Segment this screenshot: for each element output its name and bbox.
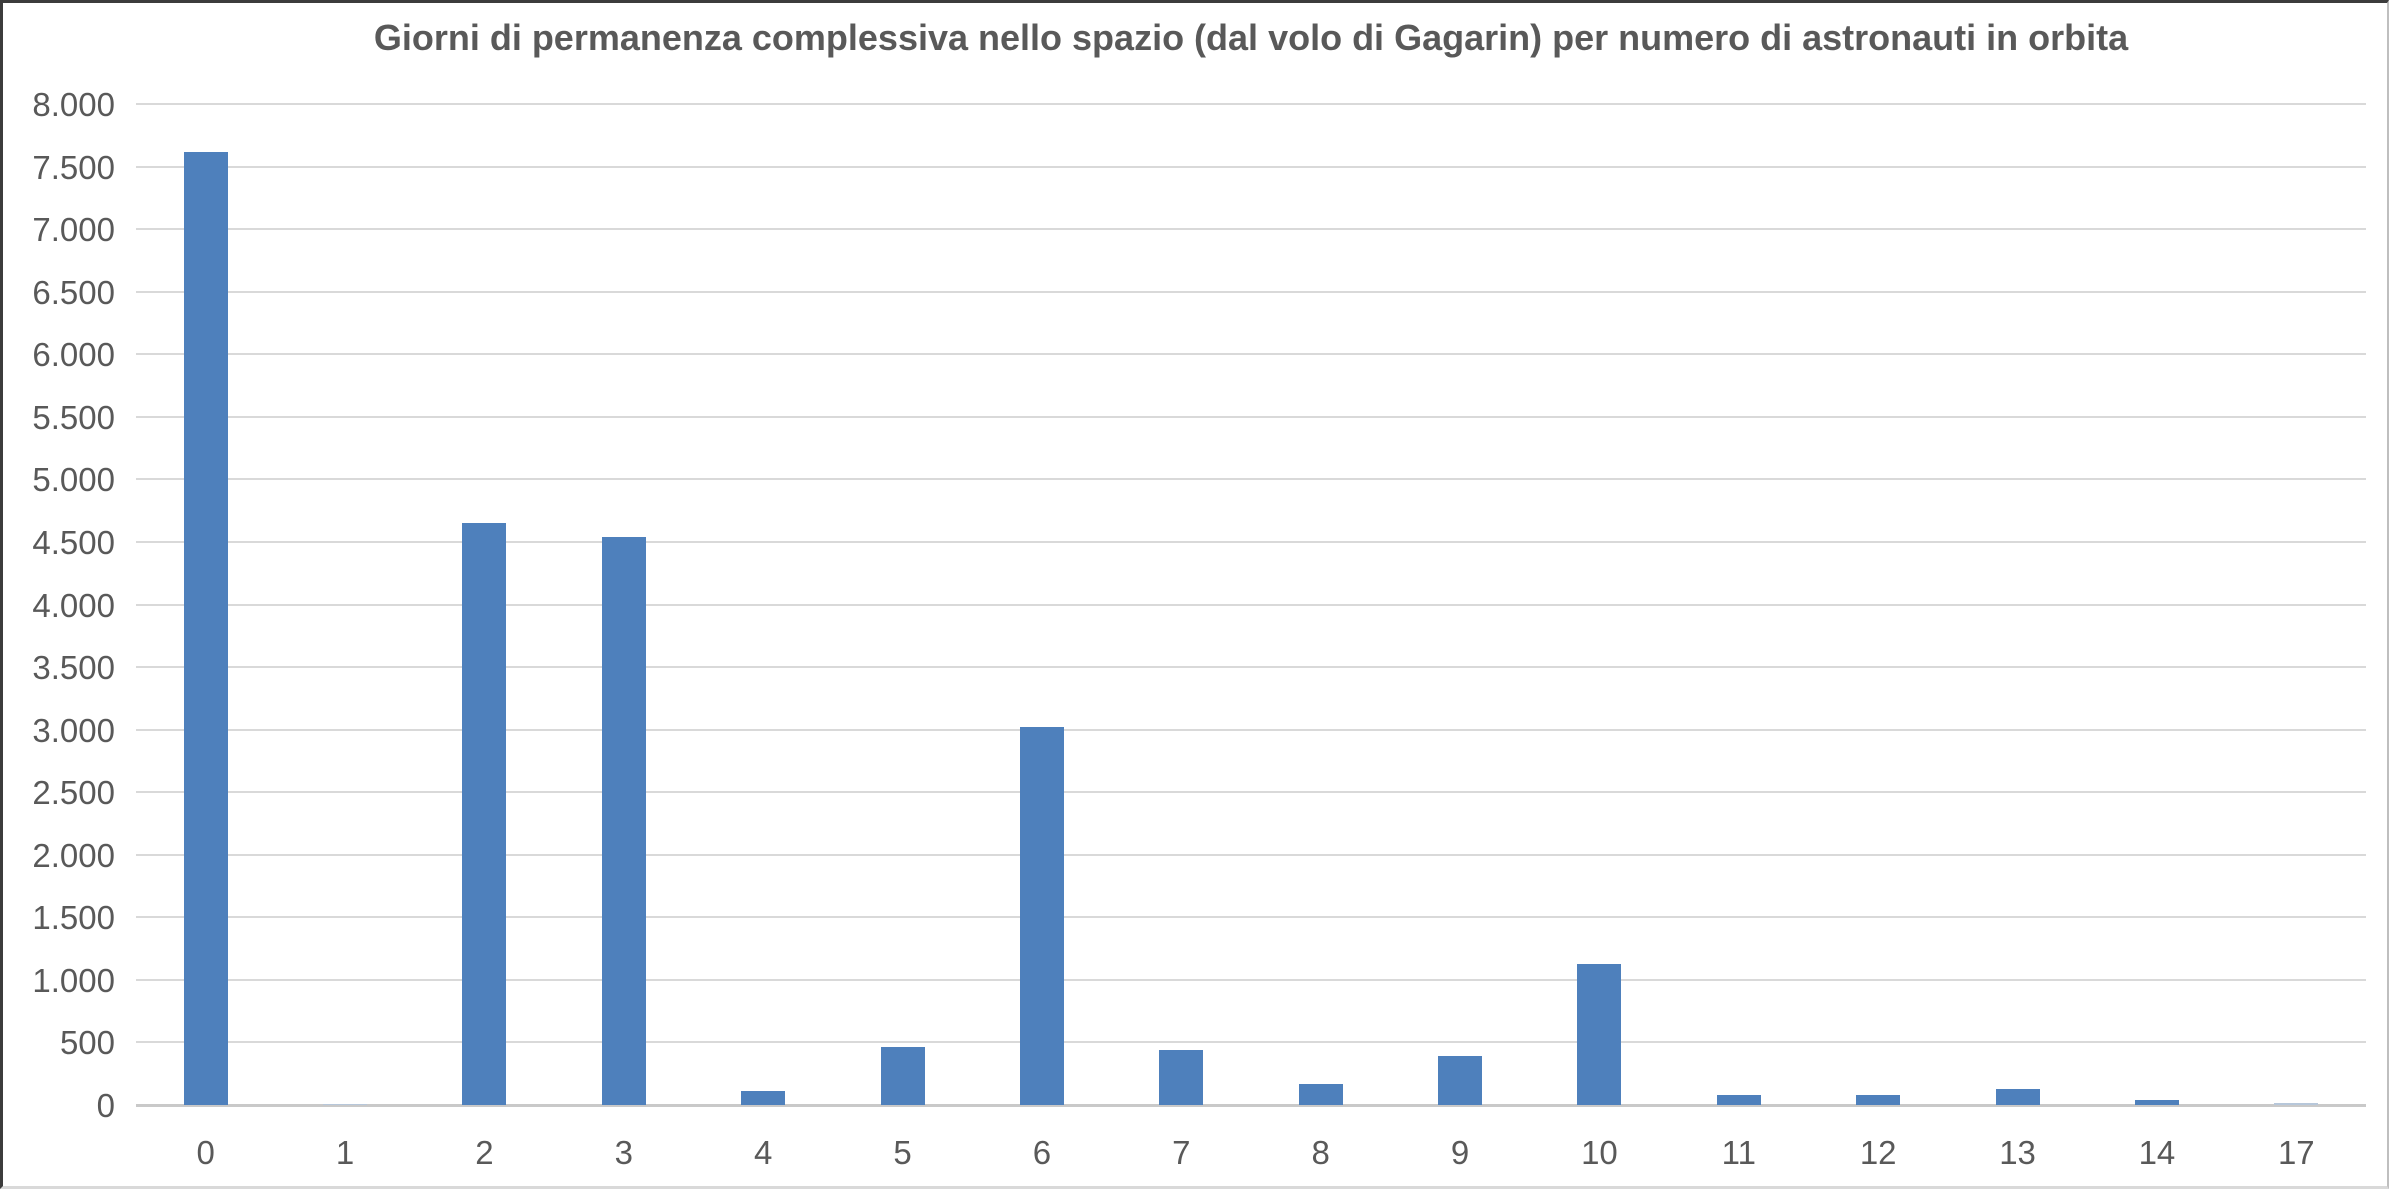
bar	[1716, 1095, 1761, 1105]
bar	[601, 536, 646, 1105]
y-tick-label: 6.000	[32, 336, 115, 374]
gridline	[136, 290, 2366, 293]
gridline	[136, 916, 2366, 919]
bar	[2134, 1100, 2179, 1105]
x-tick-label: 8	[1311, 1134, 1330, 1171]
gridline	[136, 165, 2366, 168]
bar	[1577, 963, 1622, 1105]
x-tick-label: 12	[1859, 1134, 1897, 1171]
y-tick-label: 1.000	[32, 961, 115, 999]
y-tick-label: 3.500	[32, 649, 115, 687]
y-tick-label: 4.000	[32, 586, 115, 624]
gridline	[136, 1041, 2366, 1044]
y-tick-label: 1.500	[32, 899, 115, 937]
x-tick-label: 7	[1172, 1134, 1191, 1171]
x-axis-labels: 0 1 2 3 4 5 6 7 8 9 10 11 12 13 14 17	[136, 1105, 2366, 1175]
gridline	[136, 478, 2366, 481]
x-tick-label: 11	[1721, 1134, 1756, 1171]
bar	[2274, 1103, 2319, 1105]
chart-title: Giorni di permanenza complessiva nello s…	[373, 17, 2129, 58]
bar	[1159, 1049, 1204, 1105]
gridline	[136, 853, 2366, 856]
x-tick-label: 13	[1999, 1134, 2036, 1171]
bar	[1298, 1083, 1343, 1105]
bar	[1438, 1055, 1483, 1105]
gridline	[136, 978, 2366, 981]
x-tick-label: 4	[754, 1134, 773, 1171]
gridline	[136, 228, 2366, 231]
gridline	[136, 103, 2366, 105]
y-tick-label: 7.500	[32, 148, 115, 186]
x-tick-label: 0	[196, 1134, 215, 1171]
y-tick-label: 6.500	[32, 273, 115, 311]
x-tick-label: 10	[1581, 1134, 1618, 1171]
bar	[183, 151, 228, 1105]
y-tick-label: 5.500	[32, 398, 115, 436]
plot-area	[136, 103, 2366, 1107]
bar	[741, 1091, 786, 1105]
bar	[1856, 1095, 1901, 1105]
x-tick-label: 2	[475, 1134, 494, 1171]
y-tick-label: 2.500	[32, 774, 115, 812]
x-axis-baseline	[136, 1104, 2366, 1107]
x-tick-label: 5	[893, 1134, 912, 1171]
x-tick-label: 17	[2277, 1134, 2315, 1171]
x-tick-label: 1	[335, 1134, 355, 1171]
y-tick-label: 3.000	[32, 711, 115, 749]
x-tick-label: 6	[1032, 1134, 1052, 1171]
x-tick-label: 3	[614, 1134, 633, 1171]
gridline	[136, 791, 2366, 794]
y-tick-label: 500	[59, 1024, 115, 1062]
bar	[323, 1103, 368, 1105]
x-tick-label: 9	[1450, 1134, 1470, 1171]
y-tick-label: 4.500	[32, 523, 115, 561]
x-tick-label: 14	[2138, 1134, 2176, 1171]
y-tick-label: 0	[96, 1087, 115, 1124]
y-tick-label: 2.000	[32, 836, 115, 874]
gridline	[136, 353, 2366, 356]
gridline	[136, 728, 2366, 731]
y-tick-label: 7.000	[32, 211, 115, 249]
gridline	[136, 666, 2366, 669]
bar	[1995, 1088, 2040, 1105]
gridline	[136, 540, 2366, 543]
gridline	[136, 415, 2366, 418]
bar	[462, 523, 507, 1105]
bar	[1019, 727, 1064, 1105]
y-tick-label: 5.000	[32, 461, 115, 499]
y-tick-label: 8.000	[32, 86, 115, 123]
gridline	[136, 603, 2366, 606]
bar	[880, 1047, 925, 1105]
y-axis-labels: 0 500 1.000 1.500 2.000 2.500 3.000 3.500 4.000 4…	[3, 88, 115, 1122]
